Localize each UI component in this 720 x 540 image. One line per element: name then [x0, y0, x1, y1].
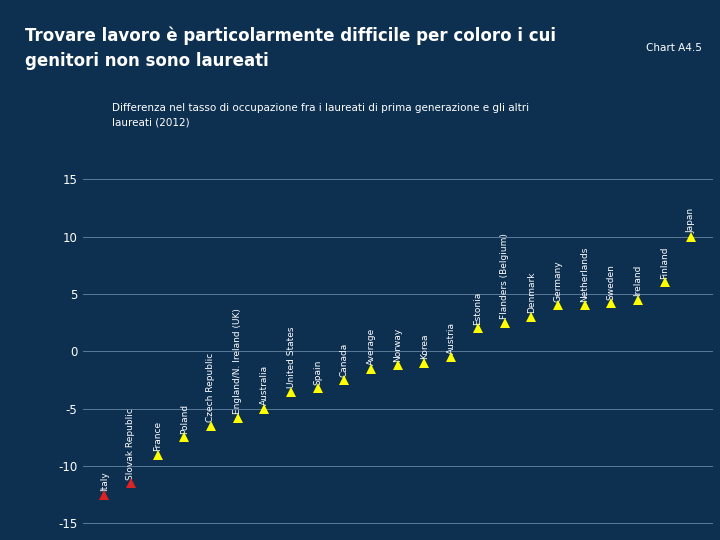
Text: Slovak Republic: Slovak Republic [126, 408, 135, 480]
Text: Canada: Canada [340, 342, 349, 376]
Text: Czech Republic: Czech Republic [207, 353, 215, 422]
Text: Italy: Italy [99, 471, 109, 491]
Text: Finland: Finland [660, 247, 670, 279]
Text: Poland: Poland [180, 404, 189, 434]
Text: Austria: Austria [446, 322, 456, 354]
Text: Sweden: Sweden [607, 264, 616, 300]
Text: Netherlands: Netherlands [580, 247, 589, 302]
Text: Norway: Norway [393, 327, 402, 362]
Text: Average: Average [366, 328, 376, 365]
Text: Estonia: Estonia [473, 292, 482, 325]
Text: England/N. Ireland (UK): England/N. Ireland (UK) [233, 308, 242, 415]
Text: Korea: Korea [420, 334, 429, 360]
Text: United States: United States [287, 327, 295, 388]
Text: Trovare lavoro è particolarmente difficile per coloro i cui
genitori non sono la: Trovare lavoro è particolarmente diffici… [25, 26, 557, 70]
Text: Flanders (Belgium): Flanders (Belgium) [500, 233, 509, 319]
Text: Denmark: Denmark [527, 272, 536, 313]
Text: Ireland: Ireland [634, 265, 642, 296]
Text: Spain: Spain [313, 359, 323, 384]
Text: Differenza nel tasso di occupazione fra i laureati di prima generazione e gli al: Differenza nel tasso di occupazione fra … [112, 103, 528, 127]
Text: Japan: Japan [687, 208, 696, 233]
Text: Australia: Australia [260, 365, 269, 405]
Text: Germany: Germany [554, 260, 562, 302]
Text: Chart A4.5: Chart A4.5 [646, 43, 702, 53]
Text: France: France [153, 421, 162, 451]
